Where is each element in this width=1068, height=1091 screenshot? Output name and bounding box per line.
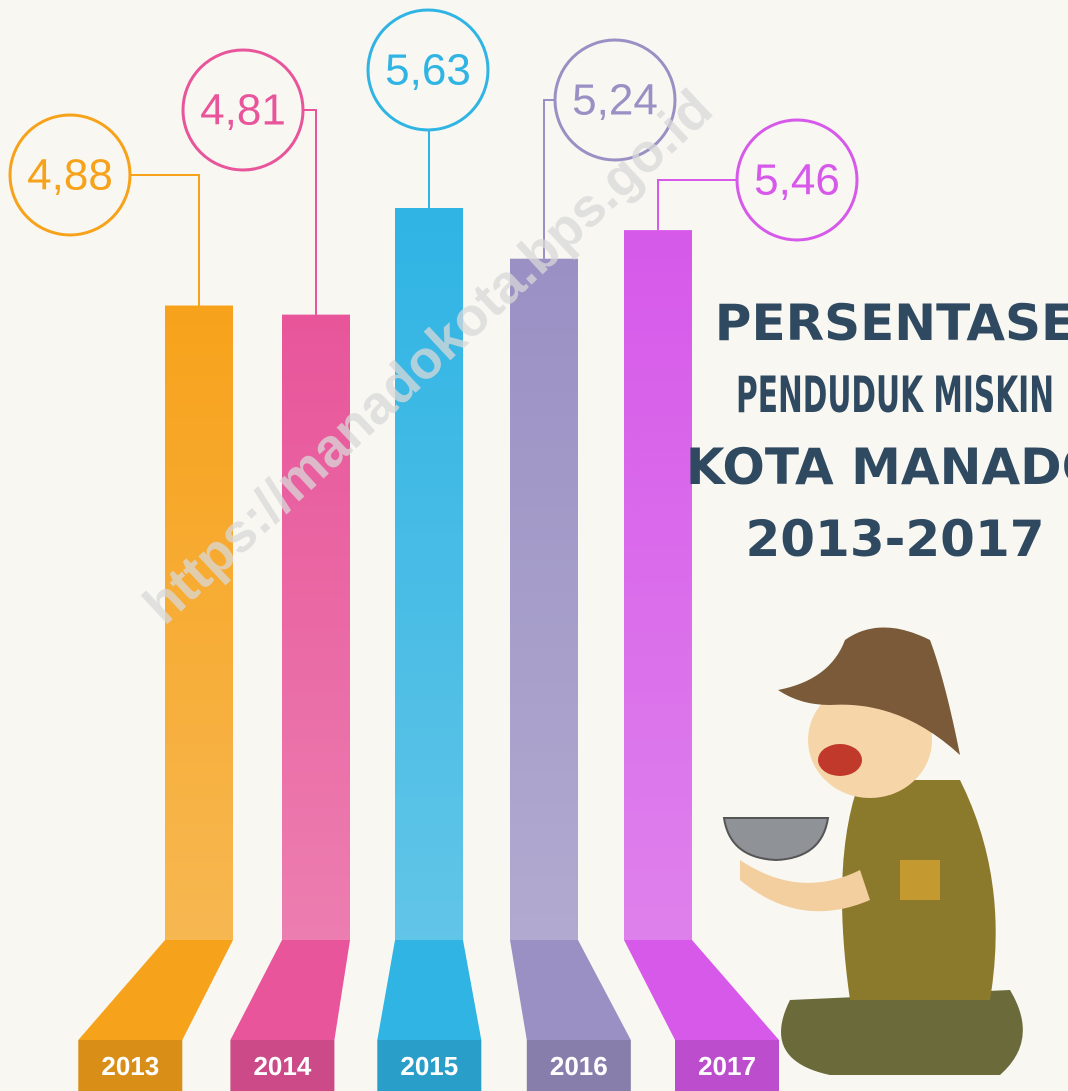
title-line: 2013-2017 [745,510,1044,568]
bar [510,259,578,940]
title-line: PENDUDUK MISKIN [736,366,1054,424]
title-line: KOTA MANADO [686,438,1068,496]
x-tick-label: 2014 [253,1051,311,1081]
chart: 20134,8820144,8120155,6320165,2420175,46… [0,0,1068,1091]
patch [900,860,940,900]
legs [781,990,1023,1075]
title-line: PERSENTASE [715,294,1068,352]
mouth [818,744,862,776]
value-label: 4,88 [27,151,113,200]
bar-base [377,940,481,1040]
x-tick-label: 2015 [400,1051,458,1081]
value-label: 4,81 [200,86,286,135]
x-tick-label: 2017 [698,1051,756,1081]
value-label: 5,46 [754,156,840,205]
value-label: 5,63 [385,46,471,95]
bar [624,230,692,940]
x-tick-label: 2013 [101,1051,159,1081]
x-tick-label: 2016 [550,1051,608,1081]
